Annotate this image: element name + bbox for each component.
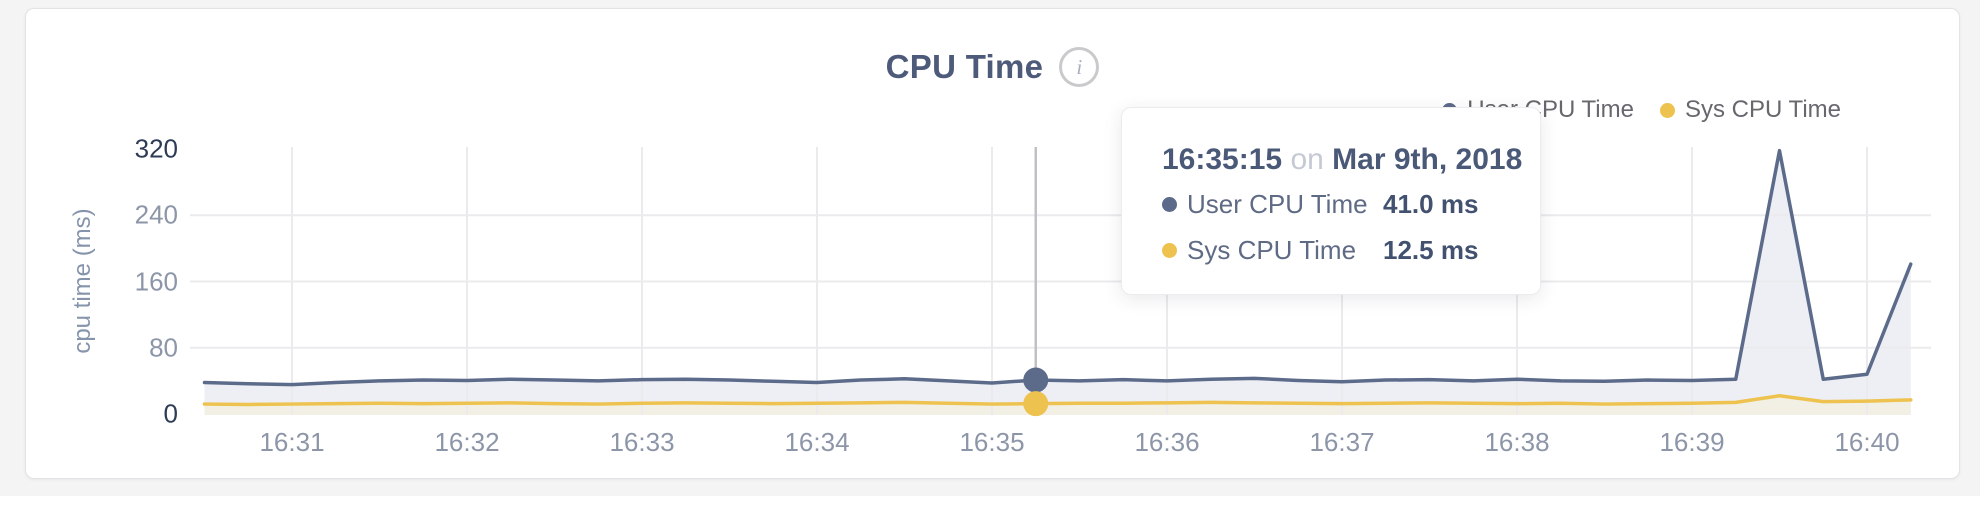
tooltip-row-user: User CPU Time 41.0 ms bbox=[1162, 184, 1516, 224]
tooltip-label-sys: Sys CPU Time bbox=[1187, 235, 1383, 266]
tooltip-value-sys: 12.5 ms bbox=[1383, 235, 1478, 266]
sys-series-dot bbox=[1162, 243, 1177, 258]
x-tick-label: 16:35 bbox=[959, 427, 1024, 458]
legend-item-sys-cpu-time[interactable]: Sys CPU Time bbox=[1660, 96, 1841, 124]
x-tick-label: 16:34 bbox=[784, 427, 849, 458]
y-tick-label: 80 bbox=[86, 332, 178, 363]
tooltip-label-user: User CPU Time bbox=[1187, 189, 1383, 220]
x-tick-label: 16:31 bbox=[259, 427, 324, 458]
user-series-dot bbox=[1162, 197, 1177, 212]
legend-label-sys: Sys CPU Time bbox=[1685, 96, 1841, 124]
x-tick-label: 16:32 bbox=[434, 427, 499, 458]
x-tick-label: 16:37 bbox=[1309, 427, 1374, 458]
y-tick-label: 0 bbox=[86, 399, 178, 430]
x-tick-label: 16:40 bbox=[1834, 427, 1899, 458]
tooltip-date: Mar 9th, 2018 bbox=[1332, 143, 1522, 176]
x-tick-label: 16:33 bbox=[609, 427, 674, 458]
hover-marker-sys bbox=[1023, 391, 1048, 416]
chart-tooltip: 16:35:15 on Mar 9th, 2018 User CPU Time … bbox=[1121, 107, 1541, 295]
x-tick-label: 16:39 bbox=[1659, 427, 1724, 458]
y-tick-label: 320 bbox=[86, 134, 178, 165]
y-tick-label: 240 bbox=[86, 200, 178, 231]
tooltip-row-sys: Sys CPU Time 12.5 ms bbox=[1162, 230, 1516, 270]
x-tick-label: 16:38 bbox=[1484, 427, 1549, 458]
tooltip-time: 16:35:15 bbox=[1162, 143, 1282, 176]
sys-series-dot bbox=[1660, 103, 1675, 118]
hover-marker-user bbox=[1023, 368, 1048, 393]
x-tick-label: 16:36 bbox=[1134, 427, 1199, 458]
tooltip-value-user: 41.0 ms bbox=[1383, 189, 1478, 220]
user-cpu-line bbox=[205, 151, 1911, 385]
tooltip-connector: on bbox=[1290, 143, 1323, 176]
y-tick-label: 160 bbox=[86, 266, 178, 297]
tooltip-timestamp: 16:35:15 on Mar 9th, 2018 bbox=[1162, 142, 1516, 178]
user-cpu-area bbox=[205, 151, 1911, 415]
